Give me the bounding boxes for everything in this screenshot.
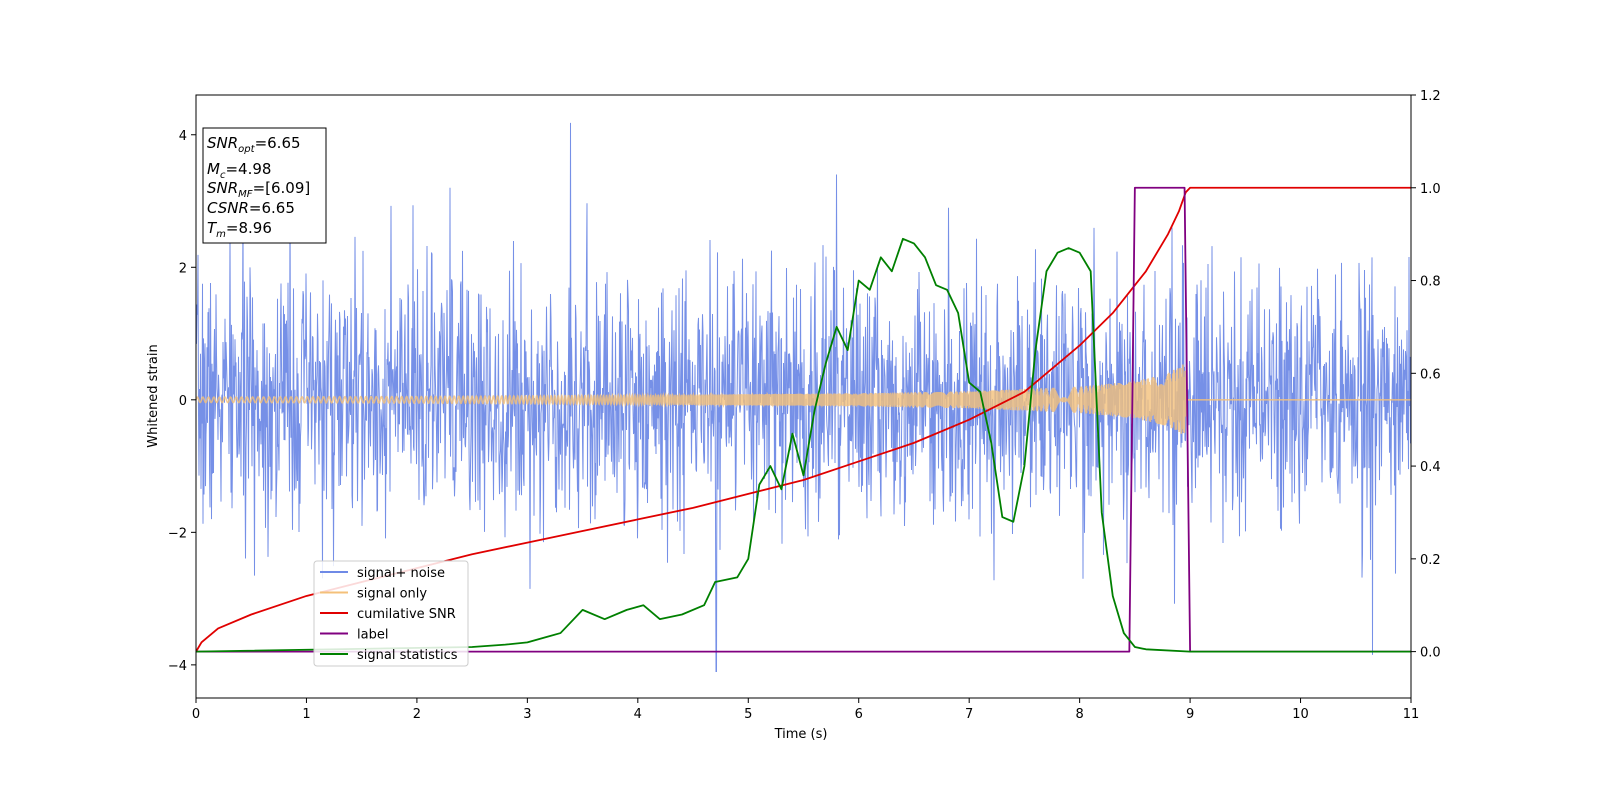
y-right-tick-label: 0.4 xyxy=(1420,460,1441,475)
x-tick-label: 5 xyxy=(744,707,752,722)
series-signal-noise-line xyxy=(196,122,1411,672)
annotation-line: Mc=4.98 xyxy=(207,160,271,181)
series-signal-statistics-line xyxy=(196,237,1411,653)
x-tick-label: 9 xyxy=(1186,707,1194,722)
x-tick-label: 6 xyxy=(855,707,863,722)
y-right-tick-label: 1.2 xyxy=(1420,89,1441,104)
series-signal-only-line xyxy=(196,364,1411,434)
x-axis-label: Time (s) xyxy=(774,727,828,742)
y-right-tick-label: 0.0 xyxy=(1420,646,1441,661)
y-right-tick-label: 1.0 xyxy=(1420,182,1441,197)
legend-entry: cumilative SNR xyxy=(357,607,456,622)
annotation-line: CSNR=6.65 xyxy=(207,199,295,217)
y-left-tick-label: 0 xyxy=(179,394,187,409)
x-axis: 0 1 2 3 4 5 6 7 8 9 10 11 xyxy=(192,698,1419,722)
y-axis-label: Whitened strain xyxy=(146,344,161,447)
x-tick-label: 10 xyxy=(1292,707,1309,722)
y-left-tick-label: 2 xyxy=(179,261,187,276)
legend-entry: label xyxy=(357,628,388,643)
y-axis-left: −4 −2 0 2 4 xyxy=(168,129,196,674)
y-right-tick-label: 0.6 xyxy=(1420,367,1441,382)
annotation-frame xyxy=(202,127,327,244)
y-right-tick-label: 0.8 xyxy=(1420,275,1441,290)
y-left-tick-label: −4 xyxy=(168,659,187,674)
x-tick-label: 2 xyxy=(413,707,421,722)
y-axis-right: 0.0 0.2 0.4 0.6 0.8 1.0 1.2 xyxy=(1411,89,1441,661)
annotation-line: SNRMF=[6.09] xyxy=(207,179,310,200)
legend-entry: signal+ noise xyxy=(357,566,445,581)
annotation-line: Tm=8.96 xyxy=(207,219,272,240)
y-right-tick-label: 0.2 xyxy=(1420,553,1441,568)
x-tick-label: 8 xyxy=(1075,707,1083,722)
legend: signal+ noise signal only cumilative SNR la… xyxy=(313,560,469,667)
annotation-line: SNRopt=6.65 xyxy=(207,134,301,155)
y-left-tick-label: 4 xyxy=(179,129,187,144)
x-tick-label: 1 xyxy=(302,707,310,722)
x-tick-label: 4 xyxy=(634,707,642,722)
x-tick-label: 11 xyxy=(1403,707,1420,722)
x-tick-label: 3 xyxy=(523,707,531,722)
plot-frame xyxy=(195,94,1412,699)
legend-entry: signal statistics xyxy=(357,648,458,663)
y-left-tick-label: −2 xyxy=(168,526,187,541)
x-tick-label: 7 xyxy=(965,707,973,722)
legend-entry: signal only xyxy=(357,587,427,602)
x-tick-label: 0 xyxy=(192,707,200,722)
legend-frame xyxy=(313,560,469,667)
